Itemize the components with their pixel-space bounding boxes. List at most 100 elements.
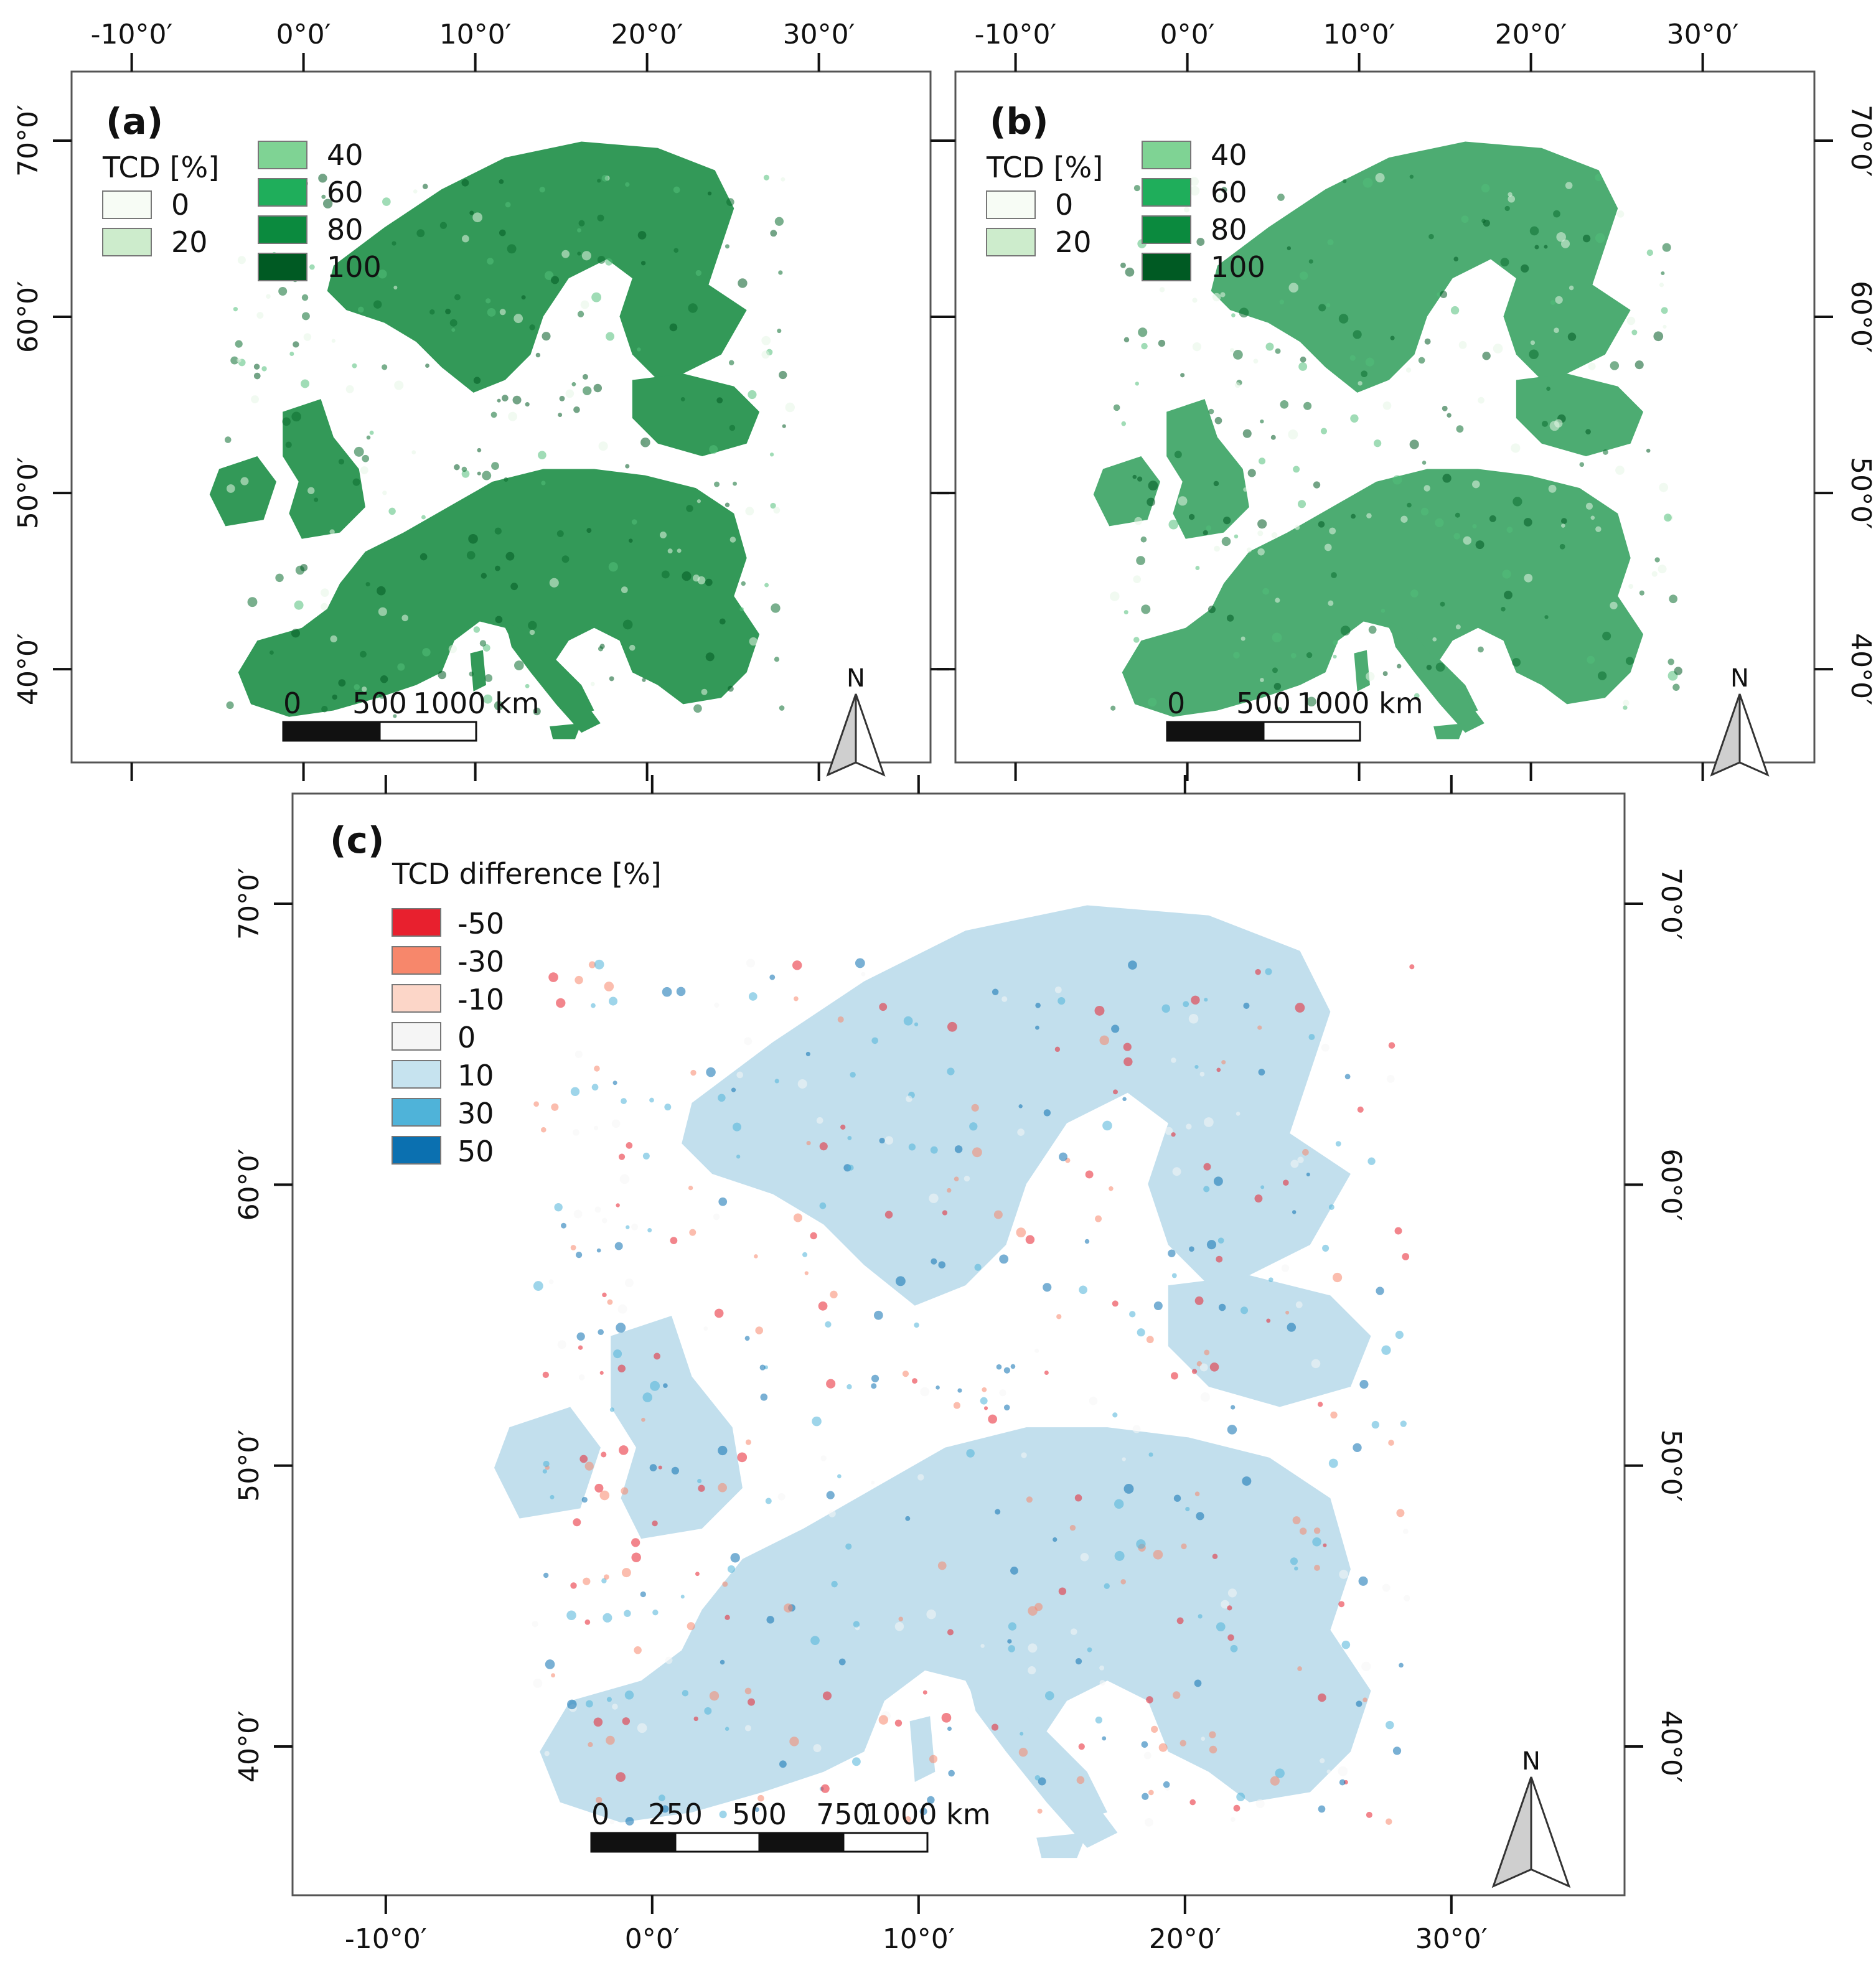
latitude-label: 70°0′ bbox=[1655, 868, 1687, 940]
legend-swatch bbox=[392, 1060, 441, 1089]
legend-swatch bbox=[1142, 178, 1191, 207]
scale-label: 750 bbox=[816, 1798, 871, 1831]
legend-value: -50 bbox=[457, 907, 504, 940]
panel-label: (c) bbox=[330, 819, 384, 861]
scale-label: 0 bbox=[283, 687, 301, 720]
scale-label: 500 bbox=[1236, 687, 1291, 720]
legend-value: 30 bbox=[457, 1097, 494, 1130]
longitude-label: -10°0′ bbox=[345, 1923, 427, 1955]
latitude-label: 50°0′ bbox=[233, 1430, 265, 1502]
legend-value: 20 bbox=[1055, 225, 1092, 259]
legend-swatch bbox=[258, 253, 307, 281]
latitude-label: 60°0′ bbox=[12, 281, 44, 353]
legend-swatch bbox=[986, 228, 1036, 256]
longitude-label: 20°0′ bbox=[1149, 1923, 1221, 1955]
legend-value: 80 bbox=[327, 213, 363, 246]
longitude-label: 20°0′ bbox=[611, 19, 683, 50]
legend-swatch bbox=[1142, 141, 1191, 169]
latitude-label: 60°0′ bbox=[1845, 281, 1876, 353]
legend-value: 0 bbox=[457, 1021, 476, 1054]
legend-value: 0 bbox=[1055, 188, 1073, 222]
scale-label: 500 bbox=[732, 1798, 787, 1831]
scale-bar: 0 500 1000 km bbox=[1166, 687, 1423, 742]
legend-value: 80 bbox=[1211, 213, 1247, 246]
longitude-label: 0°0′ bbox=[276, 19, 331, 50]
latitude-label: 70°0′ bbox=[12, 105, 44, 177]
longitude-label: 0°0′ bbox=[625, 1923, 680, 1955]
raster-texture bbox=[1110, 173, 1682, 713]
legend-value: 40 bbox=[327, 138, 363, 172]
north-label: N bbox=[847, 664, 865, 693]
legend-swatch bbox=[986, 190, 1036, 219]
legend-value: -30 bbox=[457, 945, 504, 978]
legend-swatch bbox=[1142, 215, 1191, 244]
panel-label: (a) bbox=[106, 100, 163, 143]
legend-value: 10 bbox=[457, 1059, 494, 1092]
legend-value: -10 bbox=[457, 983, 504, 1016]
legend-swatch bbox=[258, 141, 307, 169]
scale-label: 0 bbox=[1167, 687, 1185, 720]
legend-title: TCD [%] bbox=[986, 151, 1103, 184]
latitude-label: 40°0′ bbox=[12, 633, 44, 705]
legend-swatch bbox=[392, 908, 441, 937]
legend-swatch bbox=[392, 1022, 441, 1051]
longitude-label: -10°0′ bbox=[91, 19, 173, 50]
legend-value: 20 bbox=[171, 225, 208, 259]
legend-swatch bbox=[392, 1098, 441, 1127]
longitude-label: 30°0′ bbox=[1415, 1923, 1488, 1955]
legend-swatch bbox=[258, 215, 307, 244]
north-label: N bbox=[1730, 664, 1749, 693]
legend-value: 60 bbox=[1211, 176, 1247, 209]
north-arrow-icon: N bbox=[826, 664, 886, 777]
legend-swatch bbox=[102, 190, 152, 219]
raster-texture bbox=[532, 958, 1415, 1827]
legend-value: 100 bbox=[327, 250, 382, 284]
latitude-label: 60°0′ bbox=[233, 1148, 265, 1221]
north-label: N bbox=[1522, 1747, 1541, 1776]
latitude-label: 50°0′ bbox=[1655, 1430, 1687, 1502]
legend-swatch bbox=[258, 178, 307, 207]
scale-label: 0 bbox=[591, 1798, 609, 1831]
longitude-label: 30°0′ bbox=[783, 19, 855, 50]
latitude-label: 70°0′ bbox=[1845, 105, 1876, 177]
legend-value: 50 bbox=[457, 1135, 494, 1168]
latitude-label: 70°0′ bbox=[233, 868, 265, 940]
legend-value: 0 bbox=[171, 188, 189, 222]
longitude-label: -10°0′ bbox=[975, 19, 1057, 50]
north-arrow-icon: N bbox=[1491, 1747, 1571, 1888]
legend-swatch bbox=[392, 946, 441, 975]
legend-value: 40 bbox=[1211, 138, 1247, 172]
scale-bar: 0 500 1000 km bbox=[282, 687, 540, 742]
latitude-label: 40°0′ bbox=[1655, 1710, 1687, 1783]
scale-label: 1000 km bbox=[413, 687, 539, 720]
legend-value: 60 bbox=[327, 176, 363, 209]
latitude-label: 40°0′ bbox=[233, 1710, 265, 1783]
longitude-label: 20°0′ bbox=[1495, 19, 1567, 50]
legend-swatch bbox=[102, 228, 152, 256]
panel-c: (c)TCD difference [%] -50 -30 -10 0 10 30 50 -10… bbox=[233, 775, 1687, 1955]
scale-label: 1000 km bbox=[864, 1798, 990, 1831]
latitude-label: 50°0′ bbox=[1845, 457, 1876, 529]
legend-swatch bbox=[392, 1136, 441, 1165]
scale-label: 1000 km bbox=[1297, 687, 1423, 720]
longitude-label: 0°0′ bbox=[1160, 19, 1215, 50]
latitude-label: 60°0′ bbox=[1655, 1148, 1687, 1221]
legend-swatch bbox=[392, 984, 441, 1013]
legend-value: 100 bbox=[1211, 250, 1265, 284]
longitude-label: 10°0′ bbox=[439, 19, 512, 50]
north-arrow-icon: N bbox=[1710, 664, 1770, 777]
legend-title: TCD difference [%] bbox=[392, 857, 662, 891]
longitude-label: 10°0′ bbox=[1323, 19, 1395, 50]
longitude-label: 10°0′ bbox=[883, 1923, 955, 1955]
scale-label: 500 bbox=[352, 687, 407, 720]
panel-label: (b) bbox=[990, 100, 1049, 143]
latitude-label: 50°0′ bbox=[12, 457, 44, 529]
latitude-label: 40°0′ bbox=[1845, 633, 1876, 705]
legend-title: TCD [%] bbox=[102, 151, 219, 184]
scale-label: 250 bbox=[648, 1798, 703, 1831]
legend-swatch bbox=[1142, 253, 1191, 281]
